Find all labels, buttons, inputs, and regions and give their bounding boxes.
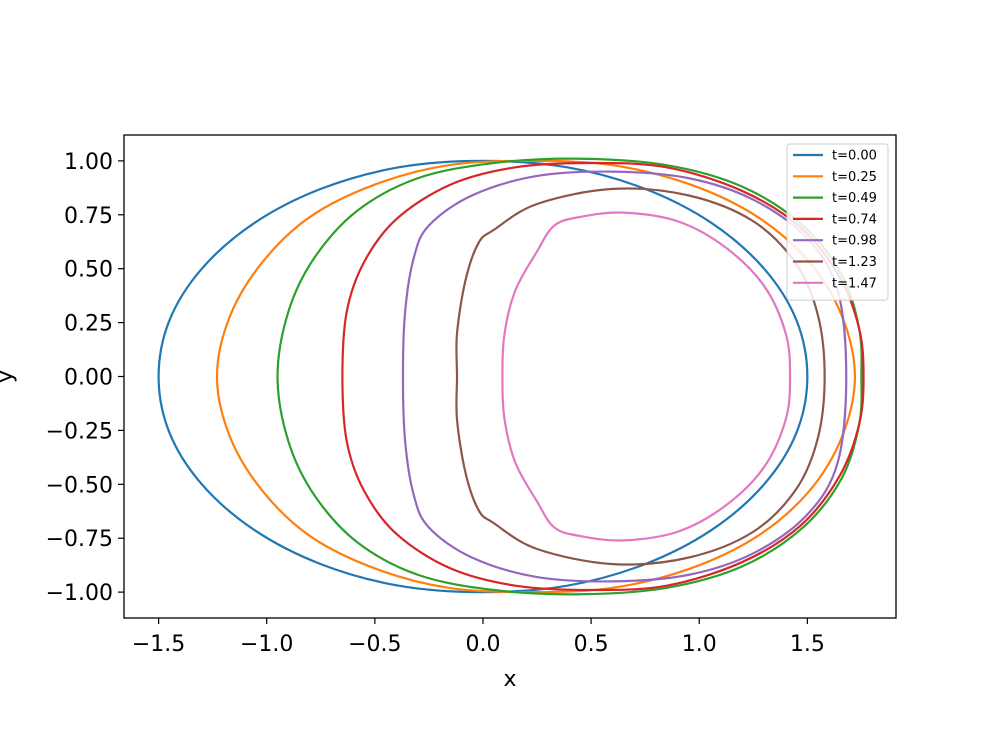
y-tick-label: 0.75 (64, 204, 113, 229)
legend-label: t=0.25 (832, 170, 877, 185)
series-line-0 (157, 159, 809, 594)
x-axis-ticks: −1.5 −1.0 −0.5 0.0 0.5 1.0 1.5 (132, 618, 825, 657)
series-line-3 (341, 161, 865, 592)
x-tick-label: 1.0 (682, 632, 717, 657)
series-line-4 (401, 170, 848, 583)
x-tick-label: −1.5 (132, 632, 185, 657)
y-axis-ticks: 1.00 0.75 0.50 0.25 0.00 −0.25 −0.50 −0.75 −1.00 (46, 150, 124, 606)
legend-label: t=0.74 (832, 212, 877, 227)
x-tick-label: −0.5 (348, 632, 401, 657)
x-tick-label: 0.0 (465, 632, 500, 657)
legend-label: t=1.23 (832, 255, 877, 270)
y-tick-label: 0.25 (64, 312, 113, 337)
legend-label: t=1.47 (832, 276, 877, 291)
series-line-6 (501, 211, 792, 542)
x-tick-label: −1.0 (240, 632, 293, 657)
y-tick-label: −0.25 (46, 419, 113, 444)
legend-label: t=0.49 (832, 191, 877, 206)
y-tick-label: 0.50 (64, 258, 113, 283)
y-tick-label: −0.50 (46, 473, 113, 498)
y-axis-label: y (0, 370, 18, 383)
plot-curves (157, 157, 865, 596)
y-tick-label: 0.00 (64, 366, 113, 391)
legend: t=0.00 t=0.25 t=0.49 t=0.74 t=0.98 t=1.23 t=1.… (786, 143, 889, 301)
legend-label: t=0.98 (832, 234, 877, 249)
legend-label: t=0.00 (832, 149, 877, 164)
x-tick-label: 1.5 (790, 632, 825, 657)
y-tick-label: −0.75 (46, 527, 113, 552)
x-axis-label: x (503, 667, 516, 692)
x-tick-label: 0.5 (574, 632, 609, 657)
series-line-5 (455, 187, 826, 566)
series-line-1 (215, 159, 857, 594)
series-line-2 (276, 157, 863, 596)
y-tick-label: 1.00 (64, 150, 113, 175)
y-tick-label: −1.00 (46, 581, 113, 606)
